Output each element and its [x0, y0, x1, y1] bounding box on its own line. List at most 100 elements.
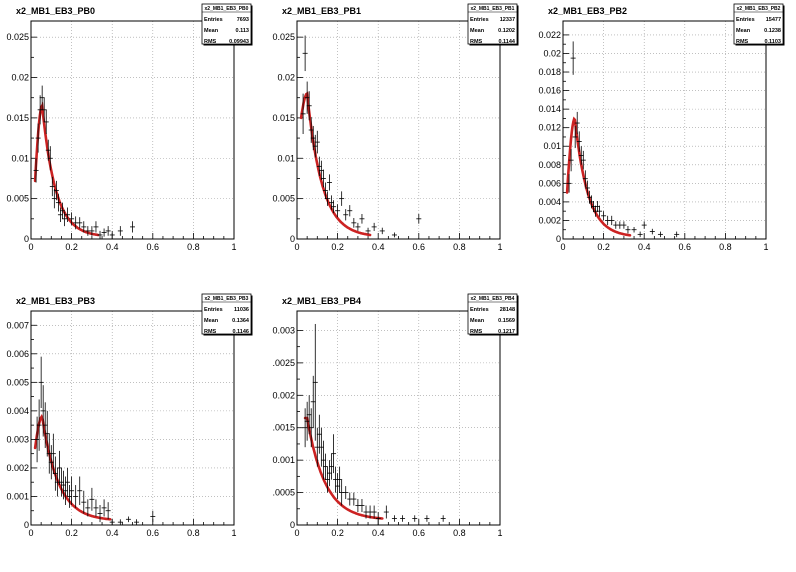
x-tick-label: 1	[497, 242, 502, 252]
stats-value: 0.1103	[764, 39, 781, 45]
stats-box: x2_MB1_EB3_PB0 Entries 7693 Mean 0.113 RMS 0.0…	[201, 3, 253, 46]
data-point	[359, 213, 365, 224]
stats-box-name: x2_MB1_EB3_PB4	[471, 296, 515, 302]
data-point	[351, 492, 357, 506]
stats-box-frame	[733, 3, 784, 45]
stats-value: 11036	[234, 307, 249, 313]
stats-box-name: x2_MB1_EB3_PB3	[205, 296, 249, 302]
y-tick-label: 0	[556, 234, 561, 244]
data-point	[582, 170, 588, 188]
data-point	[371, 505, 377, 519]
x-tick-label: 0.6	[413, 528, 426, 538]
stats-label: Entries	[470, 307, 489, 313]
y-tick-label: 0	[290, 520, 295, 530]
y-tick-label: .0025	[272, 358, 295, 368]
y-tick-label: 0.014	[538, 104, 561, 114]
x-tick-label: 0.4	[638, 242, 651, 252]
data-point	[33, 158, 39, 183]
x-tick-label: 0.4	[106, 242, 119, 252]
y-tick-label: 0.02	[277, 73, 295, 83]
data-point	[322, 182, 328, 199]
data-point	[343, 209, 349, 221]
y-tick-label: 0.02	[543, 48, 561, 58]
data-point	[36, 399, 42, 451]
data-point	[424, 515, 430, 522]
data-point	[69, 212, 75, 226]
plot-frame	[296, 310, 501, 526]
y-tick-label: 0	[24, 234, 29, 244]
data-point	[597, 205, 603, 217]
data-point	[93, 221, 99, 233]
chart-title: x2_MB1_EB3_PB0	[16, 6, 95, 16]
x-tick-label: 0.6	[147, 242, 160, 252]
x-tick-label: 0.8	[453, 528, 466, 538]
x-tick-label: 1	[231, 528, 236, 538]
data-point	[97, 505, 103, 523]
fit-curve	[299, 91, 372, 237]
stats-value: 0.1146	[232, 329, 249, 335]
x-tick-label: 0.6	[413, 242, 426, 252]
y-tick-label: 0.025	[6, 32, 29, 42]
chart-title: x2_MB1_EB3_PB2	[548, 6, 627, 16]
data-point	[412, 515, 418, 522]
data-point	[637, 231, 643, 238]
data-point	[81, 221, 87, 233]
data-point	[117, 519, 123, 525]
y-tick-label: .0005	[272, 488, 295, 498]
stats-value: 0.1238	[764, 28, 781, 34]
stats-label: Mean	[204, 28, 219, 34]
data-point	[312, 323, 318, 441]
x-tick-label: 1	[231, 242, 236, 252]
stats-label: RMS	[204, 39, 217, 45]
data-point	[576, 131, 582, 152]
data-point	[85, 499, 91, 517]
y-tick-label: 0.02	[11, 73, 29, 83]
data-point	[574, 111, 580, 135]
stats-box: x2_MB1_EB3_PB4 Entries 28148 Mean 0.1569 RMS 0…	[467, 293, 519, 336]
data-point	[324, 191, 330, 206]
data-point	[347, 205, 353, 217]
y-tick-label: 0.004	[538, 197, 561, 207]
data-point	[101, 228, 107, 237]
data-point	[566, 174, 572, 193]
y-tick-label: 0.001	[6, 491, 29, 501]
stats-label: RMS	[204, 329, 217, 335]
y-tick-label: 0.003	[272, 325, 295, 335]
stats-value: 28148	[500, 307, 515, 313]
chart-panel-3: x2_MB1_EB3_PB3 0 0.2 0.4 0.6 0.8 1 0 0.001 0.002 0…	[6, 293, 253, 538]
data-point	[657, 231, 663, 238]
data-point	[641, 221, 647, 229]
data-point	[343, 486, 349, 500]
x-tick-label: 1	[763, 242, 768, 252]
data-point	[331, 434, 337, 474]
fit-curve	[33, 101, 100, 237]
stats-box: x2_MB1_EB3_PB3 Entries 11036 Mean 0.1364 RMS 0…	[201, 293, 253, 336]
stats-box-name: x2_MB1_EB3_PB0	[205, 6, 249, 12]
y-tick-label: 0.016	[538, 86, 561, 96]
y-tick-label: 0.012	[538, 123, 561, 133]
y-tick-label: 0.005	[272, 194, 295, 204]
data-point	[400, 515, 406, 522]
y-tick-label: 0.015	[6, 113, 29, 123]
chart-title: x2_MB1_EB3_PB3	[16, 296, 95, 306]
data-point	[134, 519, 140, 525]
stats-value: 12337	[500, 17, 515, 23]
y-tick-label: 0	[290, 234, 295, 244]
data-point	[125, 516, 131, 523]
x-tick-label: 0	[294, 242, 299, 252]
data-point	[73, 485, 79, 508]
data-point	[314, 130, 320, 154]
y-tick-label: 0.015	[272, 113, 295, 123]
data-point	[570, 41, 576, 75]
data-point	[59, 202, 65, 219]
y-tick-label: 0.022	[538, 30, 561, 40]
data-point	[371, 222, 377, 231]
data-point	[93, 499, 99, 517]
stats-label: Entries	[736, 17, 755, 23]
stats-value: 0.1569	[498, 318, 515, 324]
stats-label: Entries	[204, 307, 223, 313]
stats-box-name: x2_MB1_EB3_PB2	[737, 6, 781, 12]
data-point	[49, 176, 55, 197]
x-tick-label: 0.2	[65, 242, 78, 252]
